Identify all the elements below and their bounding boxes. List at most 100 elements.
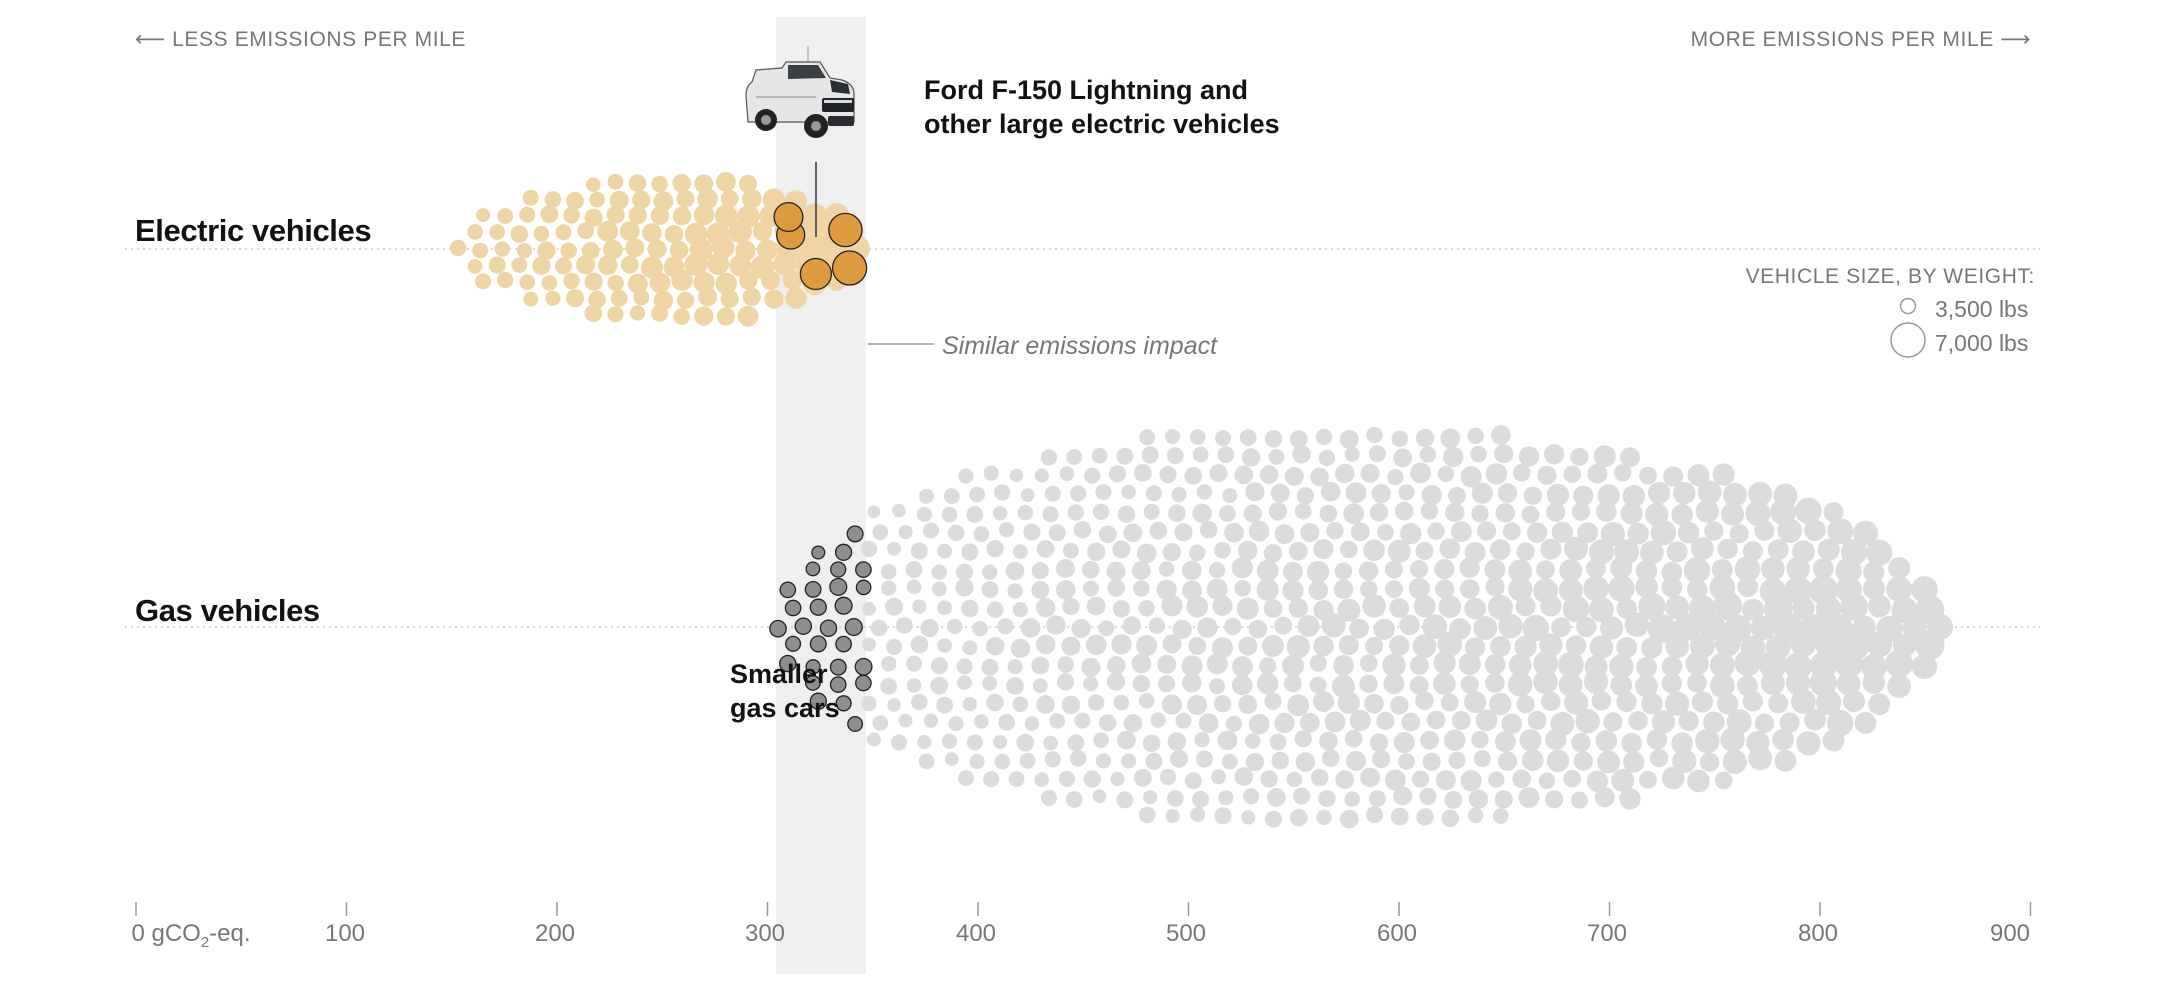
gas-point: [1007, 659, 1023, 675]
gas-point: [1007, 583, 1023, 599]
gas-point: [982, 675, 998, 691]
gas-point: [1575, 708, 1600, 734]
gas-point: [1863, 577, 1885, 600]
gas-point: [1133, 464, 1152, 482]
gas-point: [1195, 750, 1213, 768]
gas-point: [1308, 580, 1329, 601]
gas-point: [1056, 559, 1075, 578]
gas-point: [1269, 733, 1287, 751]
gas-point: [1648, 481, 1671, 505]
pickup-truck-icon: [745, 61, 855, 138]
gas-point: [1184, 466, 1203, 485]
ev-point: [584, 272, 603, 291]
gas-point: [1608, 575, 1635, 602]
gas-point: [1161, 694, 1182, 715]
gas-point: [1067, 504, 1085, 521]
gas-point: [1138, 692, 1155, 709]
gas-point: [1287, 694, 1310, 717]
gas-point: [1536, 560, 1555, 580]
gas-point: [1337, 598, 1361, 622]
gas-point: [1792, 596, 1815, 620]
gas-point: [1459, 557, 1480, 578]
gas-point: [1260, 770, 1278, 788]
gas-point: [1111, 634, 1132, 655]
gas-point: [1259, 465, 1279, 484]
gas-point: [1335, 463, 1355, 484]
gas-point: [1400, 522, 1422, 545]
gas-point: [1198, 713, 1219, 734]
gas-point: [1309, 654, 1327, 672]
gas-point: [1663, 466, 1684, 487]
gas-point: [1827, 518, 1854, 544]
gas-point: [1377, 523, 1394, 541]
gas-point: [1687, 672, 1707, 693]
gas-point: [1722, 749, 1747, 774]
gas-point: [1263, 599, 1283, 618]
ev-point: [676, 189, 695, 208]
gas-point: [973, 526, 990, 543]
gas-point: [1310, 768, 1329, 787]
gas-point: [932, 581, 947, 597]
ev-point: [476, 208, 491, 223]
gas-point: [1217, 446, 1235, 464]
gas-point: [1387, 469, 1404, 486]
gas-point: [1256, 559, 1279, 582]
ev-point: [729, 254, 752, 277]
gas-point: [1545, 728, 1567, 751]
gas-point: [1036, 540, 1055, 558]
ev-point: [764, 289, 784, 309]
legend-small-label: 3,500 lbs: [1935, 296, 2029, 322]
gas-point: [1110, 771, 1125, 787]
gas-point: [1786, 556, 1810, 581]
gas-point: [910, 635, 929, 654]
gas-point: [1385, 769, 1406, 791]
gas-point: [1184, 772, 1202, 790]
gas-point: [1224, 618, 1242, 636]
gas-point: [1649, 748, 1669, 768]
gas-point: [906, 678, 922, 693]
smaller-gas-cars-annotation: Smaller gas cars: [730, 657, 840, 725]
gas-point: [1713, 591, 1743, 621]
gas-point: [1098, 620, 1115, 637]
gas-point: [1742, 541, 1763, 562]
gas-point: [923, 713, 939, 728]
gas-point: [1422, 614, 1448, 639]
gas-point: [1116, 791, 1134, 809]
gas-point: [1369, 503, 1389, 522]
gas-point: [1695, 728, 1720, 754]
gas-point: [997, 618, 1014, 635]
gas-point: [955, 578, 974, 597]
gas-point: [1412, 770, 1430, 788]
ev-point: [773, 252, 796, 276]
gas-point: [912, 599, 927, 614]
tick-label-500: 500: [1165, 920, 1207, 947]
gas-point: [1095, 753, 1111, 769]
tick-label-400: 400: [955, 920, 997, 947]
gas-point: [999, 522, 1015, 538]
gas-point: [1156, 579, 1177, 600]
gas-point: [1583, 669, 1609, 694]
gas-point: [1349, 618, 1369, 639]
gas-point: [1502, 522, 1521, 541]
gas-point: [1117, 505, 1136, 524]
gas-highlight-point: [834, 596, 853, 615]
gas-point: [870, 619, 888, 637]
gas-point: [1036, 598, 1056, 618]
gas-point: [1005, 561, 1025, 581]
ev-point: [497, 271, 514, 289]
tick-label-200: 200: [534, 920, 576, 947]
gas-point: [1467, 427, 1484, 444]
gas-point: [1591, 691, 1612, 711]
gas-point: [1012, 696, 1029, 713]
ev-point: [738, 174, 758, 193]
ev-point: [620, 255, 639, 274]
gas-point: [1888, 557, 1911, 580]
gas-point: [1685, 652, 1709, 676]
gas-point: [1760, 557, 1785, 581]
ev-point: [673, 308, 690, 326]
gas-point: [1371, 484, 1391, 504]
gas-point: [1360, 767, 1380, 788]
highlight-band: [776, 17, 866, 974]
gas-series-label: Gas vehicles: [135, 593, 320, 628]
gas-point: [1085, 634, 1107, 656]
